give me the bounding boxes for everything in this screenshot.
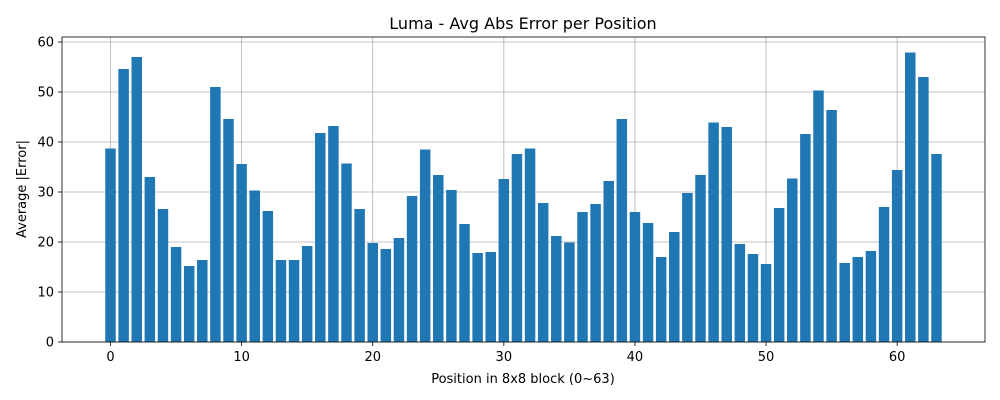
bar-position-60 (891, 170, 903, 342)
bar-position-40 (629, 212, 641, 342)
bar-position-21 (380, 249, 392, 342)
bar-position-19 (354, 209, 365, 342)
bar-position-61 (905, 52, 916, 342)
x-tick-label: 40 (627, 350, 644, 365)
bar-position-43 (669, 232, 680, 342)
bar-position-9 (223, 119, 234, 342)
bar-position-45 (695, 175, 706, 342)
bar-position-56 (839, 263, 850, 342)
x-tick-label: 60 (889, 350, 906, 365)
y-tick-label: 50 (37, 86, 54, 101)
y-tick-label: 60 (37, 36, 54, 51)
bar-position-36 (577, 212, 588, 342)
bar-position-55 (826, 110, 837, 342)
bar-position-12 (262, 211, 274, 342)
y-tick-label: 10 (37, 286, 54, 301)
bar-position-57 (852, 257, 864, 342)
bar-position-44 (682, 193, 693, 342)
bar-position-24 (419, 149, 431, 342)
y-tick-label: 30 (37, 186, 54, 201)
bar-position-31 (511, 154, 523, 342)
bar-position-5 (170, 247, 182, 342)
bar-position-34 (551, 236, 562, 342)
bar-position-10 (236, 164, 247, 342)
x-tick-label: 50 (758, 350, 775, 365)
bar-position-53 (800, 134, 811, 342)
bar-position-30 (498, 179, 510, 342)
bar-position-58 (865, 251, 877, 342)
bar-position-46 (708, 122, 719, 342)
bar-position-11 (249, 190, 260, 342)
bar-position-54 (813, 90, 824, 342)
bar-position-47 (721, 127, 732, 342)
bar-position-2 (131, 57, 142, 342)
bar-position-50 (760, 264, 772, 342)
bar-position-15 (301, 246, 313, 342)
bar-position-13 (275, 260, 287, 342)
x-axis-label: Position in 8x8 block (0~63) (431, 372, 615, 387)
x-tick-label: 20 (364, 350, 381, 365)
bar-position-1 (118, 69, 129, 342)
bar-position-42 (655, 257, 667, 342)
bar-position-37 (590, 204, 601, 342)
bar-position-0 (105, 148, 116, 342)
x-axis-ticks: 0 10 20 30 40 50 60 (106, 342, 905, 365)
bar-position-38 (603, 181, 614, 342)
y-tick-label: 0 (46, 336, 54, 351)
bar-position-23 (406, 196, 418, 342)
bar-position-7 (197, 260, 208, 342)
bar-position-62 (918, 77, 929, 342)
bar-position-41 (642, 223, 654, 342)
bar-position-20 (367, 243, 378, 342)
bar-position-52 (787, 178, 798, 342)
bar-position-48 (734, 244, 746, 342)
bar-position-29 (485, 252, 496, 342)
bar-position-17 (328, 126, 339, 342)
bar-position-39 (616, 119, 628, 342)
bar-position-51 (773, 208, 785, 342)
plot-frame (61, 36, 986, 343)
x-tick-label: 10 (233, 350, 250, 365)
x-tick-label: 0 (106, 350, 114, 365)
bar-position-59 (878, 207, 890, 342)
bar-position-27 (459, 224, 470, 342)
chart-title: Luma - Avg Abs Error per Position (389, 14, 656, 33)
x-tick-label: 30 (496, 350, 513, 365)
bar-position-28 (472, 253, 483, 342)
bars (105, 52, 942, 342)
bar-position-18 (341, 163, 352, 342)
y-tick-label: 20 (37, 236, 54, 251)
bar-position-35 (564, 242, 575, 342)
bar-position-4 (157, 209, 169, 342)
bar-position-14 (288, 260, 300, 342)
bar-position-49 (747, 254, 759, 342)
y-axis-ticks: 0 10 20 30 40 50 60 (37, 36, 62, 351)
bar-position-32 (524, 148, 536, 342)
bar-position-22 (393, 238, 405, 342)
bar-position-16 (315, 133, 326, 342)
bar-position-63 (931, 154, 942, 342)
bar-position-6 (183, 266, 195, 342)
bar-position-8 (210, 87, 221, 342)
bar-position-26 (446, 190, 457, 342)
bar-position-33 (537, 203, 549, 342)
bar-position-3 (144, 177, 156, 342)
y-axis-label: Average |Error| (15, 140, 30, 238)
bar-position-25 (433, 175, 444, 342)
y-tick-label: 40 (37, 136, 54, 151)
